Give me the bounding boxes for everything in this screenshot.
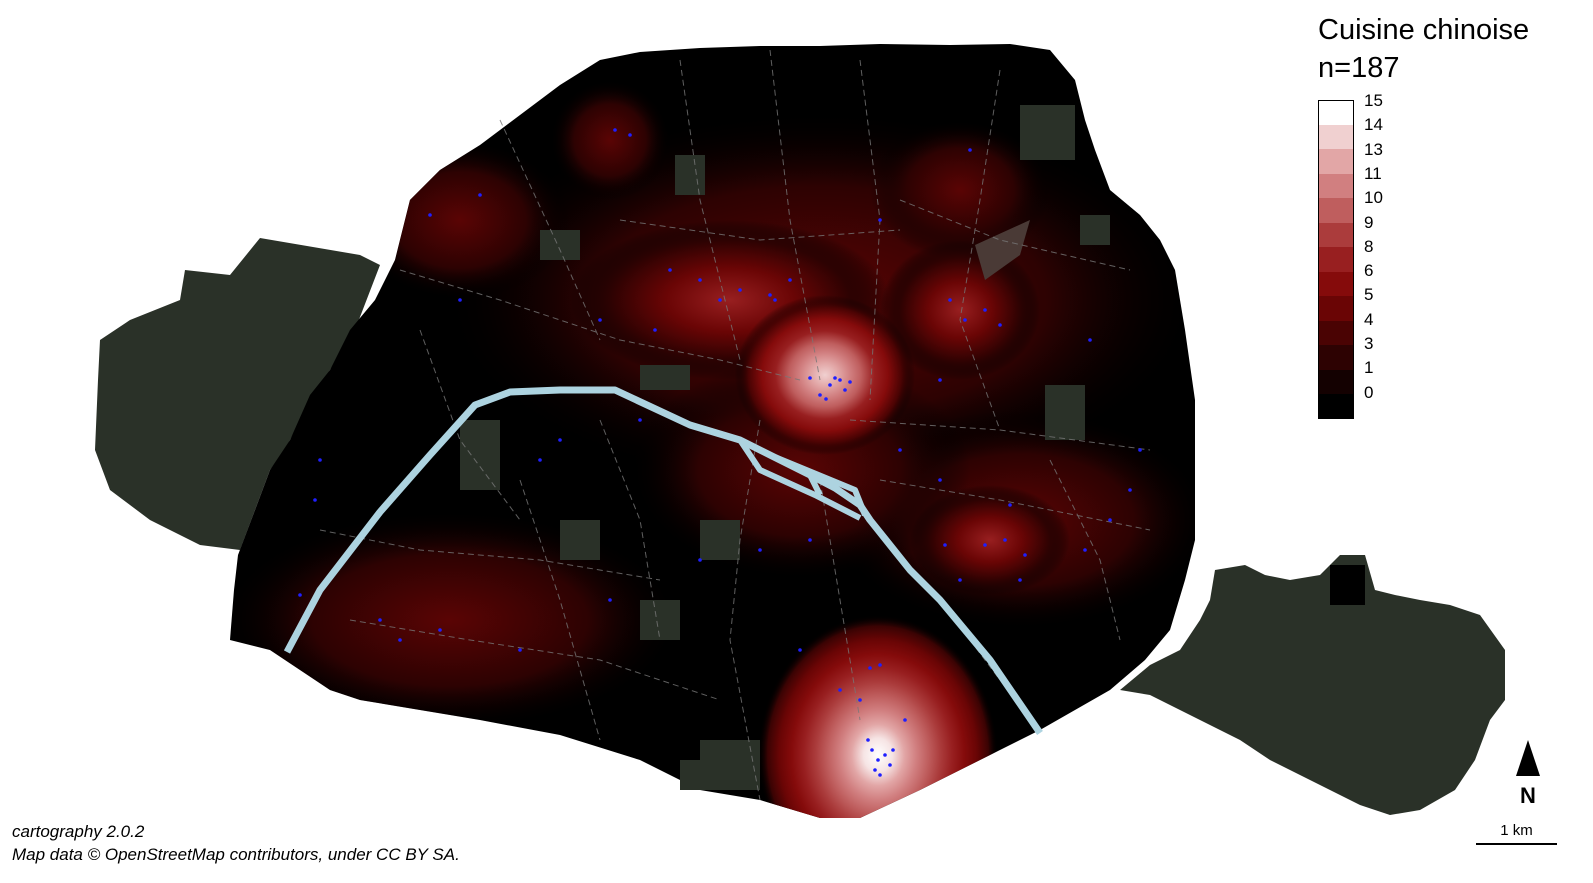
legend-label: 15 (1364, 91, 1383, 110)
legend-swatch (1318, 271, 1354, 296)
legend-swatch (1318, 222, 1354, 247)
legend-swatch (1318, 149, 1354, 174)
legend-title: Cuisine chinoise (1318, 14, 1530, 46)
scale-bar: 1 km (1476, 822, 1557, 845)
restaurant-points (298, 128, 1142, 777)
legend-label: 11 (1364, 163, 1382, 183)
scale-bar-label: 1 km (1500, 822, 1533, 839)
legend-swatch (1318, 394, 1354, 419)
legend-swatch (1318, 100, 1354, 125)
north-label: N (1520, 783, 1536, 808)
legend-swatch (1318, 345, 1354, 370)
legend-label: 5 (1364, 285, 1374, 305)
legend-swatch (1318, 296, 1354, 321)
street-network (319, 49, 1151, 801)
legend-label: 1 (1364, 358, 1374, 378)
legend-label: 4 (1364, 309, 1374, 329)
legend-label: 9 (1364, 212, 1374, 232)
north-arrow: N (1516, 740, 1540, 809)
legend-swatch (1318, 369, 1354, 394)
legend-swatch (1318, 198, 1354, 223)
scale-bar-line (1476, 843, 1557, 845)
legend-swatch (1318, 124, 1354, 149)
legend-swatch (1318, 173, 1354, 198)
legend-label: 8 (1364, 236, 1374, 256)
credit-source: Map data © OpenStreetMap contributors, u… (12, 845, 460, 864)
bois-de-boulogne (95, 238, 380, 550)
legend-label: 0 (1364, 382, 1374, 402)
north-arrow-icon (1516, 740, 1540, 776)
legend-label: 6 (1364, 261, 1374, 281)
credit-version: cartography 2.0.2 (12, 822, 145, 841)
legend-swatch (1318, 320, 1354, 345)
bois-de-vincennes (1120, 555, 1505, 815)
legend-swatch (1318, 247, 1354, 272)
legend-label: 13 (1364, 139, 1383, 159)
legend-label: 10 (1364, 188, 1383, 208)
legend-count: n=187 (1318, 52, 1400, 84)
legend-color-scale (1318, 100, 1354, 419)
legend-label: 3 (1364, 334, 1374, 353)
legend-label: 14 (1364, 115, 1383, 135)
